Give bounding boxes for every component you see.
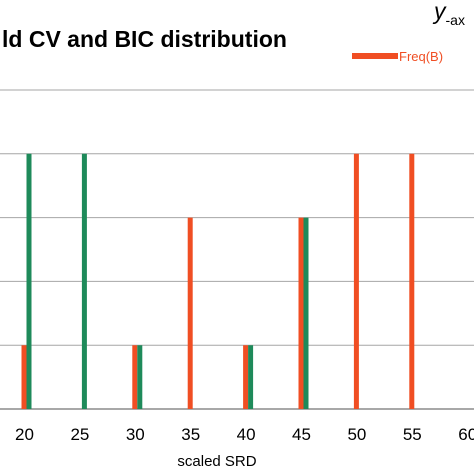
x-tick-label-45: 45	[292, 425, 311, 444]
x-tick-labels: 20 25 30 35 40 45 50 55 60	[15, 425, 474, 444]
x-tick-label-30: 30	[126, 425, 145, 444]
x-tick-label-55: 55	[403, 425, 422, 444]
x-tick-label-40: 40	[237, 425, 256, 444]
corner-label-sub: -ax	[446, 12, 465, 28]
chart-title: ld CV and BIC distribution	[2, 26, 287, 52]
x-tick-label-25: 25	[70, 425, 89, 444]
x-axis-title: scaled SRD	[177, 453, 256, 470]
bars	[21, 153, 415, 409]
corner-label: y-ax	[432, 0, 465, 28]
legend-label-freq-b: Freq(B)	[399, 49, 443, 64]
x-tick-label-20: 20	[15, 425, 34, 444]
legend: Freq(B)	[352, 49, 443, 64]
corner-label-main: y	[432, 0, 447, 24]
x-tick-label-50: 50	[347, 425, 366, 444]
x-tick-label-35: 35	[181, 425, 200, 444]
grid-lines	[0, 89, 474, 346]
x-tick-label-60: 60	[458, 425, 474, 444]
